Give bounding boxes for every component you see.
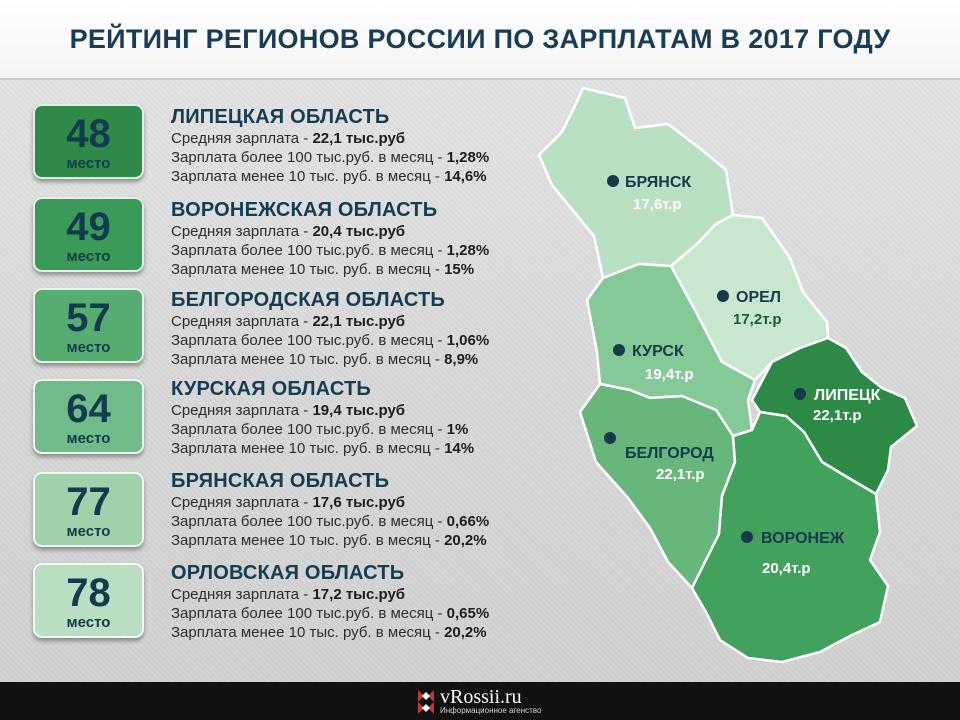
average-salary-value: 22,1 тыс.руб [312, 313, 406, 330]
city-marker-orel [717, 290, 729, 302]
low-salary-share-line: Зарплата менее 10 тыс. руб. в месяц - 20… [171, 624, 487, 641]
region-info: ОРЛОВСКАЯ ОБЛАСТЬ Средняя зарплата - 17,… [171, 562, 551, 642]
header-banner: РЕЙТИНГ РЕГИОНОВ РОССИИ ПО ЗАРПЛАТАМ В 2… [0, 0, 960, 80]
rank-number: 57 [66, 296, 111, 340]
city-name-kursk: КУРСК [632, 343, 684, 360]
logo-pattern-icon [418, 690, 434, 714]
rank-label: место [66, 523, 111, 540]
rank-badge: 48 место [33, 104, 144, 179]
high-salary-share-line: Зарплата более 100 тыс.руб. в месяц - 0,… [171, 513, 490, 530]
city-marker-lipetsk [794, 388, 806, 400]
rank-badge: 57 место [33, 288, 144, 363]
low-salary-share-line: Зарплата менее 10 тыс. руб. в месяц - 20… [171, 532, 487, 549]
city-name-voronezh: ВОРОНЕЖ [761, 530, 845, 547]
average-salary-line: Средняя зарплата - 20,4 тыс.руб [171, 223, 406, 240]
high-salary-share-line: Зарплата более 100 тыс.руб. в месяц - 1,… [171, 332, 490, 349]
city-name-bryansk: БРЯНСК [625, 174, 691, 191]
average-salary-value: 17,2 тыс.руб [312, 586, 406, 603]
average-salary-line: Средняя зарплата - 22,1 тыс.руб [171, 130, 406, 147]
rank-label: место [66, 614, 111, 631]
high-salary-share-line: Зарплата более 100 тыс.руб. в месяц - 1,… [171, 149, 490, 166]
rank-badge: 77 место [33, 472, 144, 547]
region-name: ВОРОНЕЖСКАЯ ОБЛАСТЬ [171, 199, 438, 221]
city-marker-belgorod [604, 432, 616, 444]
region-info: БРЯНСКАЯ ОБЛАСТЬ Средняя зарплата - 17,6… [171, 470, 551, 550]
region-info: БЕЛГОРОДСКАЯ ОБЛАСТЬ Средняя зарплата - … [171, 289, 551, 369]
city-name-lipetsk: ЛИПЕЦК [814, 387, 881, 404]
logo-text: vRossii.ru [440, 686, 522, 708]
rank-number: 78 [66, 571, 111, 615]
high-salary-share-value: 1% [446, 421, 469, 438]
rank-number: 77 [66, 480, 111, 524]
average-salary-value: 17,6 тыс.руб [312, 494, 406, 511]
rank-label: место [66, 248, 111, 265]
city-salary-lipetsk: 22,1т.р [813, 407, 862, 424]
average-salary-value: 20,4 тыс.руб [312, 223, 406, 240]
rank-badge: 64 место [33, 379, 144, 454]
region-name: ЛИПЕЦКАЯ ОБЛАСТЬ [171, 106, 390, 128]
city-salary-kursk: 19,4т.р [645, 366, 694, 383]
rank-number: 49 [66, 205, 111, 249]
low-salary-share-value: 20,2% [444, 624, 487, 641]
region-name: БРЯНСКАЯ ОБЛАСТЬ [171, 470, 390, 492]
low-salary-share-value: 14% [444, 440, 475, 457]
high-salary-share-value: 1,28% [446, 149, 490, 166]
city-salary-orel: 17,2т.р [733, 311, 782, 328]
rank-badge: 49 место [33, 197, 144, 272]
low-salary-share-line: Зарплата менее 10 тыс. руб. в месяц - 14… [171, 440, 475, 457]
low-salary-share-value: 15% [444, 261, 475, 278]
page-title: РЕЙТИНГ РЕГИОНОВ РОССИИ ПО ЗАРПЛАТАМ В 2… [69, 24, 891, 54]
average-salary-line: Средняя зарплата - 17,2 тыс.руб [171, 586, 406, 603]
city-marker-bryansk [607, 175, 619, 187]
region-info: КУРСКАЯ ОБЛАСТЬ Средняя зарплата - 19,4 … [171, 378, 551, 458]
city-name-belgorod: БЕЛГОРОД [625, 445, 714, 462]
high-salary-share-value: 1,28% [446, 242, 490, 259]
low-salary-share-line: Зарплата менее 10 тыс. руб. в месяц - 15… [171, 261, 475, 278]
site-logo: vRossii.ru Информационное агенство [416, 686, 546, 718]
region-voronezh [690, 410, 890, 664]
average-salary-line: Средняя зарплата - 22,1 тыс.руб [171, 313, 406, 330]
logo-subtext: Информационное агенство [440, 706, 542, 715]
rank-label: место [66, 155, 111, 172]
rank-number: 64 [66, 387, 111, 431]
city-salary-bryansk: 17,6т.р [633, 196, 682, 213]
region-name: ОРЛОВСКАЯ ОБЛАСТЬ [171, 562, 405, 584]
average-salary-value: 22,1 тыс.руб [312, 130, 406, 147]
low-salary-share-value: 20,2% [444, 532, 487, 549]
rank-label: место [66, 339, 111, 356]
average-salary-value: 19,4 тыс.руб [312, 402, 406, 419]
average-salary-line: Средняя зарплата - 17,6 тыс.руб [171, 494, 406, 511]
average-salary-line: Средняя зарплата - 19,4 тыс.руб [171, 402, 406, 419]
high-salary-share-line: Зарплата более 100 тыс.руб. в месяц - 0,… [171, 605, 490, 622]
city-salary-belgorod: 22,1т.р [656, 466, 705, 483]
regions-map: БРЯНСК 17,6т.р ОРЕЛ 17,2т.р КУРСК 19,4т.… [537, 86, 919, 664]
region-name: КУРСКАЯ ОБЛАСТЬ [171, 378, 371, 400]
city-name-orel: ОРЕЛ [736, 289, 781, 306]
low-salary-share-value: 8,9% [444, 351, 479, 368]
rank-label: место [66, 430, 111, 447]
high-salary-share-value: 1,06% [446, 332, 490, 349]
region-info: ЛИПЕЦКАЯ ОБЛАСТЬ Средняя зарплата - 22,1… [171, 106, 551, 186]
high-salary-share-value: 0,65% [446, 605, 490, 622]
high-salary-share-value: 0,66% [446, 513, 490, 530]
low-salary-share-value: 14,6% [444, 168, 487, 185]
low-salary-share-line: Зарплата менее 10 тыс. руб. в месяц - 14… [171, 168, 487, 185]
high-salary-share-line: Зарплата более 100 тыс.руб. в месяц - 1,… [171, 242, 490, 259]
city-salary-voronezh: 20,4т.р [762, 560, 811, 577]
low-salary-share-line: Зарплата менее 10 тыс. руб. в месяц - 8,… [171, 351, 479, 368]
rank-badge: 78 место [33, 563, 144, 638]
footer-bar [0, 682, 960, 720]
city-marker-voronezh [741, 531, 753, 543]
high-salary-share-line: Зарплата более 100 тыс.руб. в месяц - 1% [171, 421, 469, 438]
region-name: БЕЛГОРОДСКАЯ ОБЛАСТЬ [171, 289, 445, 311]
city-marker-kursk [613, 344, 625, 356]
rank-number: 48 [66, 112, 111, 156]
region-info: ВОРОНЕЖСКАЯ ОБЛАСТЬ Средняя зарплата - 2… [171, 199, 551, 279]
